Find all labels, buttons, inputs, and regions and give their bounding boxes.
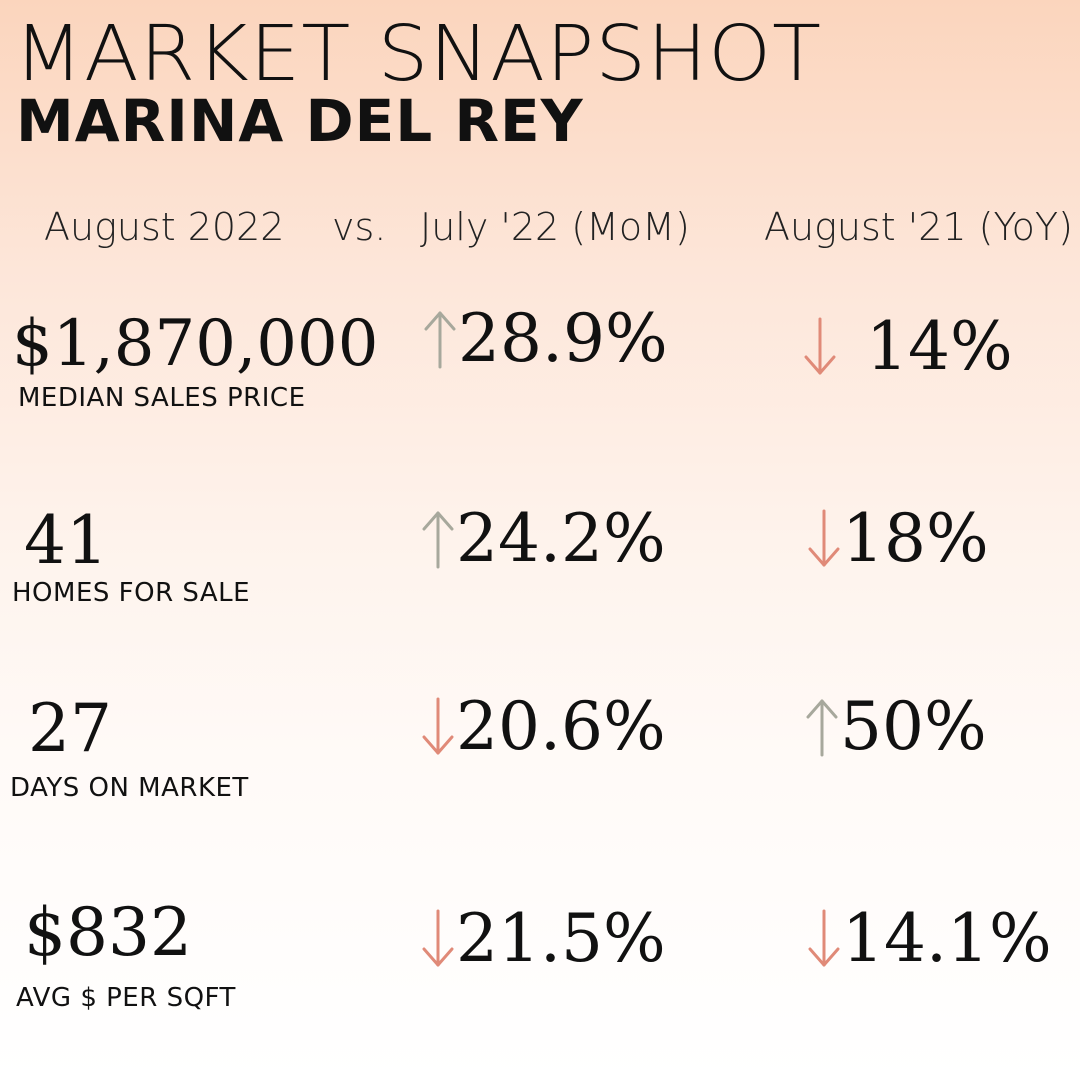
homes-for-sale-yoy-change: 18% [806, 506, 989, 572]
median-sales-price-label: MEDIAN SALES PRICE [18, 383, 306, 413]
page-title: MARKET SNAPSHOT [14, 8, 823, 99]
median-sales-price-value: $1,870,000 [12, 307, 379, 381]
homes-for-sale-yoy-value: 18% [842, 500, 989, 577]
avg-price-per-sqft-mom-change: 21.5% [420, 906, 666, 972]
avg-price-per-sqft-yoy-value: 14.1% [842, 900, 1052, 977]
column-header-yoy: August '21 (YoY) [764, 205, 1073, 249]
median-sales-price-mom-change: 28.9% [422, 306, 668, 372]
homes-for-sale-mom-value: 24.2% [456, 500, 666, 577]
arrow-down-icon [806, 509, 842, 569]
arrow-up-icon [804, 697, 840, 757]
avg-price-per-sqft-yoy-change: 14.1% [806, 906, 1052, 972]
page-subtitle: MARINA DEL REY [16, 87, 584, 155]
homes-for-sale-label: HOMES FOR SALE [12, 578, 251, 608]
avg-price-per-sqft-mom-value: 21.5% [456, 900, 666, 977]
days-on-market-yoy-change: 50% [804, 694, 987, 760]
avg-price-per-sqft-label: AVG $ PER SQFT [16, 983, 236, 1013]
homes-for-sale-value: 41 [24, 502, 108, 579]
days-on-market-mom-value: 20.6% [456, 688, 666, 765]
column-header-vs: vs. [332, 205, 387, 249]
days-on-market-value: 27 [28, 690, 112, 767]
days-on-market-label: DAYS ON MARKET [10, 773, 249, 803]
arrow-down-icon [806, 909, 842, 969]
median-sales-price-yoy-change: 14% [802, 314, 1013, 380]
homes-for-sale-mom-change: 24.2% [420, 506, 666, 572]
arrow-down-icon [802, 317, 838, 377]
avg-price-per-sqft-value: $832 [24, 894, 192, 971]
arrow-up-icon [422, 309, 458, 369]
arrow-up-icon [420, 509, 456, 569]
arrow-down-icon [420, 697, 456, 757]
median-sales-price-yoy-value: 14% [866, 308, 1013, 385]
median-sales-price-mom-value: 28.9% [458, 300, 668, 377]
column-header-current: August 2022 [44, 205, 285, 249]
arrow-down-icon [420, 909, 456, 969]
days-on-market-yoy-value: 50% [840, 688, 987, 765]
column-header-mom: July '22 (MoM) [420, 205, 690, 249]
days-on-market-mom-change: 20.6% [420, 694, 666, 760]
